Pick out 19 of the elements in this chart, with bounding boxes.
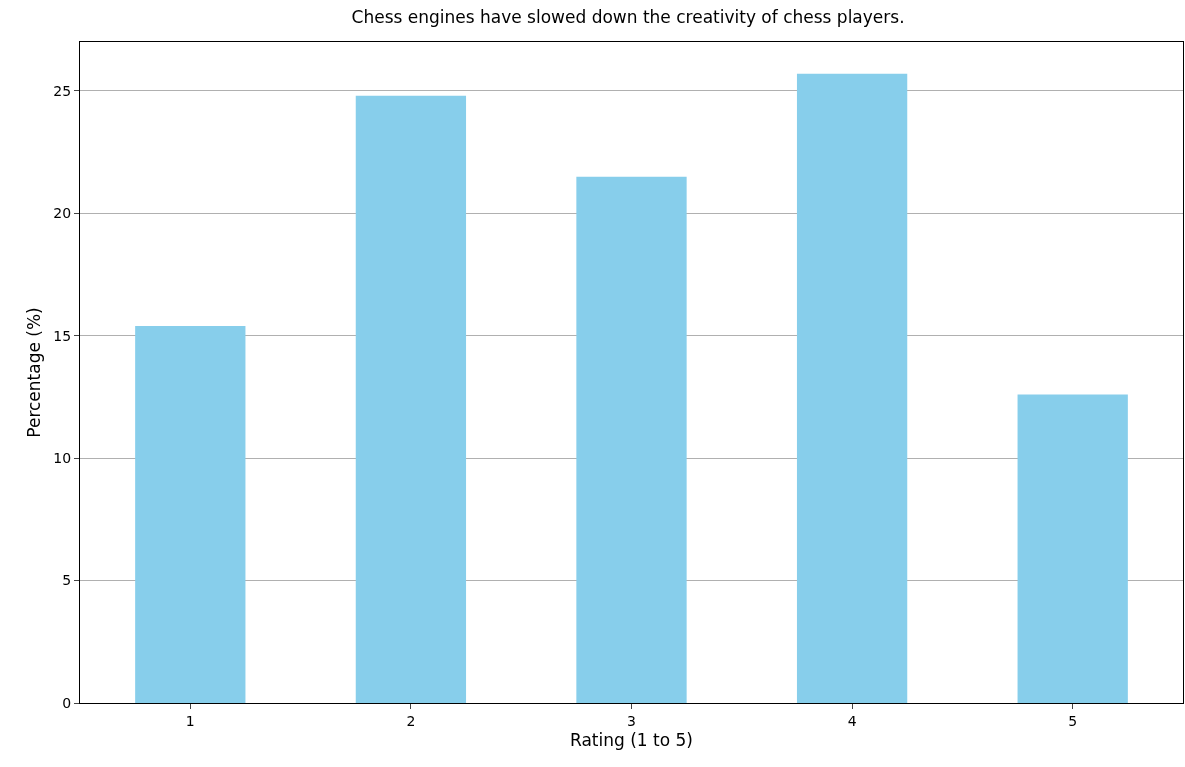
- bar: [135, 325, 246, 703]
- x-tick-label: 3: [627, 712, 636, 729]
- y-axis-title: Percentage (%): [23, 307, 44, 438]
- bar: [1017, 394, 1128, 703]
- y-tick-label: 10: [53, 450, 72, 467]
- bar: [576, 176, 687, 703]
- y-tick-label: 15: [53, 327, 72, 344]
- bar: [796, 73, 908, 703]
- x-tick-label: 2: [406, 712, 416, 729]
- y-tick-label: 25: [53, 82, 72, 99]
- x-tick-label: 5: [1068, 712, 1078, 729]
- y-tick-label: 0: [62, 694, 72, 711]
- y-tick-label: 20: [53, 205, 72, 222]
- x-tick-label: 1: [185, 712, 195, 729]
- chart-title: Chess engines have slowed down the creativity of chess players.: [351, 7, 905, 28]
- x-tick-label: 4: [847, 712, 857, 729]
- x-axis-title: Rating (1 to 5): [570, 730, 693, 751]
- bar: [355, 95, 467, 703]
- y-tick-label: 5: [62, 572, 72, 589]
